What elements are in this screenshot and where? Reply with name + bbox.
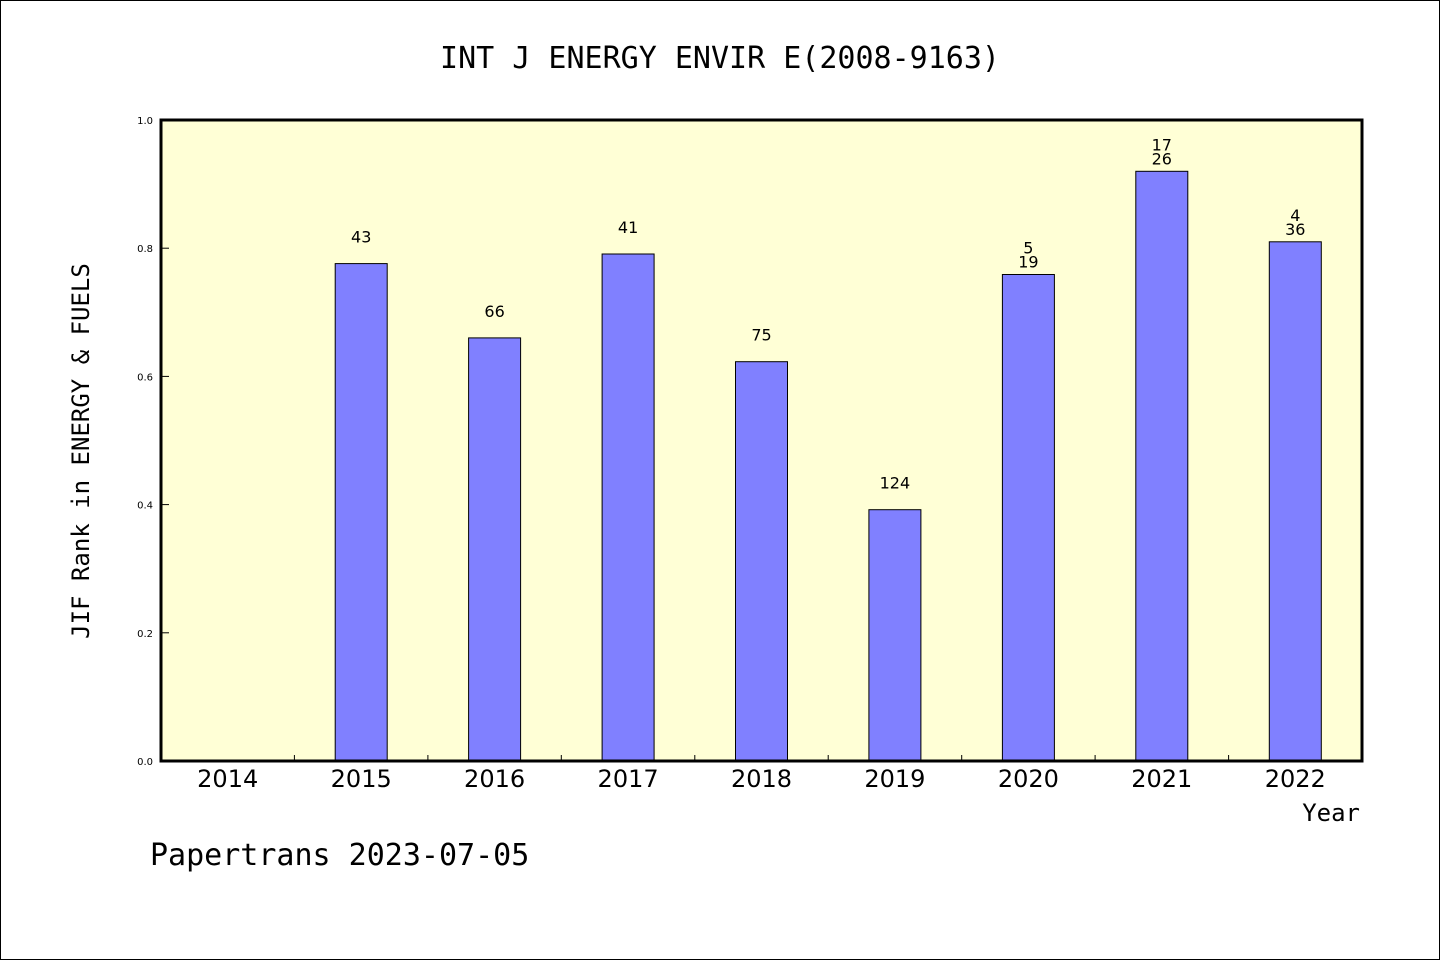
y-axis-label: JIF Rank in ENERGY & FUELS [67,263,95,639]
bar-label-2022: 4 [1290,206,1300,225]
y-tick-label: 0.8 [137,244,153,255]
x-axis-ticks: 2014 2015 2016 2017 2018 2019 2020 2021 2022 [197,755,1326,793]
bar-label-2020: 5 [1023,239,1033,258]
bar-2019 [868,509,922,762]
bar-label-2018: 75 [751,326,771,345]
x-tick-label-2020: 2020 [998,765,1059,793]
y-tick-label: 0.4 [137,501,153,512]
y-tick-label: 0.2 [137,629,153,640]
x-tick-label-2021: 2021 [1131,765,1192,793]
bar-label-2021: 26 [1152,149,1172,168]
chart-title: INT J ENERGY ENVIR E(2008-9163) [440,41,1000,76]
x-tick-label-2015: 2015 [331,765,392,793]
bar-label-2022: 36 [1285,220,1305,239]
bar-label-2017: 41 [618,218,638,237]
x-tick-label-2017: 2017 [598,765,659,793]
bar-label-2020: 19 [1018,253,1038,272]
x-tick-label-2018: 2018 [731,765,792,793]
bar-label-2016: 66 [484,302,504,321]
y-tick-label: 0.6 [137,372,153,383]
y-tick-label: 0.0 [137,757,153,768]
bar-2020 [1001,274,1055,762]
bar-2021 [1135,170,1189,762]
x-tick-label-2019: 2019 [864,765,925,793]
footer-credit: Papertrans 2023-07-05 [150,838,529,873]
x-tick-label-2022: 2022 [1265,765,1326,793]
bar-2022 [1268,241,1322,762]
bar-2018 [735,361,788,762]
x-tick-label-2014: 2014 [197,765,258,793]
bar-2016 [468,337,522,762]
bar-label-2015: 43 [351,228,371,247]
bars [334,170,1322,762]
bar-2017 [601,253,655,762]
x-axis-label: Year [1302,799,1360,827]
bar-label-2021: 17 [1152,135,1172,154]
plot-border [159,118,1364,763]
x-tick-label-2016: 2016 [464,765,525,793]
bar-label-2019: 124 [880,474,911,493]
bar-2015 [334,263,388,762]
y-tick-label: 1.0 [137,116,153,127]
